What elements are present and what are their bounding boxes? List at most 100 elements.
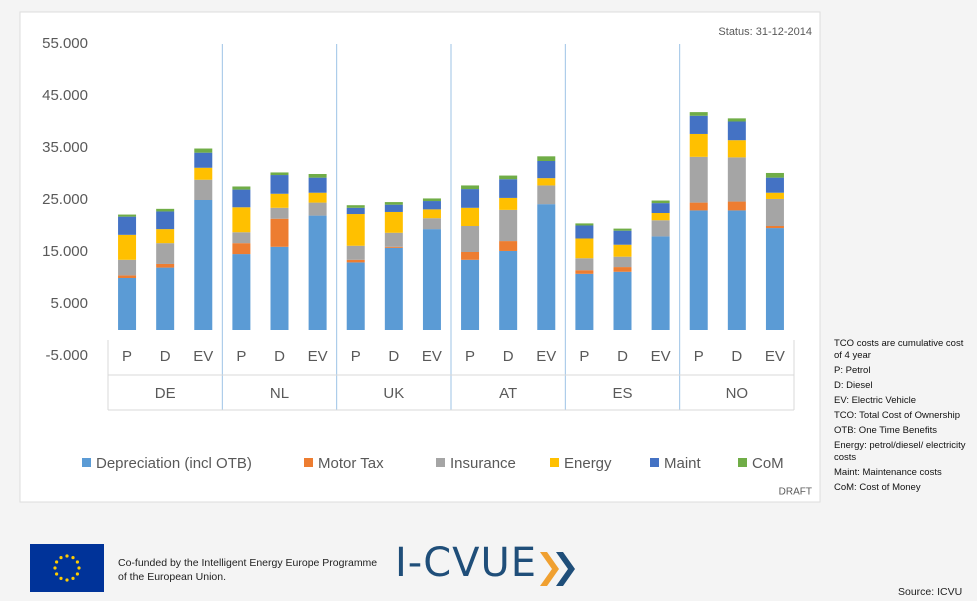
bar-segment [537,156,556,161]
bar-segment [232,254,251,330]
bar-segment [346,262,365,330]
source: Source: ICVU [898,586,963,598]
bar-segment [156,263,175,268]
bar-segment [156,229,175,244]
bar-segment [384,211,403,233]
bar-segment [575,258,594,271]
bar-segment [270,172,289,176]
bar-segment [727,118,746,122]
x-tick-label: P [236,348,246,365]
y-tick-label: 15.000 [42,243,88,260]
bar-segment [499,197,518,210]
bar-segment [118,278,137,330]
bar-segment [308,174,327,178]
bar-segment [727,121,746,141]
bar-segment [118,259,137,276]
legend-swatch [738,458,747,467]
bar-segment [156,267,175,330]
bar-segment [308,177,327,193]
bar-segment [689,112,708,116]
x-tick-label: P [465,348,475,365]
bar-segment [499,241,518,251]
chart-area [19,11,821,503]
bar-segment [194,179,213,200]
bar-segment [689,210,708,330]
y-tick-label: 35.000 [42,139,88,156]
bar-segment [727,157,746,202]
legend-swatch [82,458,91,467]
bar-segment [118,234,137,260]
bar-segment [613,271,632,330]
bar-segment [651,213,670,221]
x-tick-label: D [160,348,171,365]
bar-segment [651,200,670,204]
bar-segment [232,189,251,208]
bar-segment [384,202,403,205]
bar-segment [384,247,403,330]
note: CoM: Cost of Money [834,482,921,493]
bar-segment [270,218,289,247]
bar-segment [308,215,327,330]
bar-segment [156,208,175,212]
bar-segment [727,201,746,211]
bar-segment [689,115,708,134]
bar-segment [118,214,137,217]
bar-segment [232,186,251,190]
bar-segment [346,207,365,215]
eu-flag [30,544,104,592]
legend-swatch [650,458,659,467]
bar-segment [575,223,594,226]
bar-segment [765,226,784,229]
bar-segment [689,202,708,211]
bar-segment [118,275,137,278]
bar-segment [651,220,670,237]
x-tick-label: P [351,348,361,365]
x-tick-label: D [731,348,742,365]
legend-label: Motor Tax [318,455,384,472]
draft: DRAFT [779,487,812,498]
bar-segment [461,207,480,226]
bar-segment [651,236,670,330]
bar-segment [613,256,632,268]
bar-segment [422,209,441,219]
x-tick-label: EV [193,348,213,365]
legend-label: Maint [664,455,702,472]
x-tick-label: EV [422,348,442,365]
bar-segment [765,198,784,226]
note: D: Diesel [834,380,873,391]
x-tick-label: D [388,348,399,365]
bar-segment [422,201,441,210]
legend-swatch [304,458,313,467]
x-tick-label: EV [308,348,328,365]
x-tick-label: P [694,348,704,365]
note: Energy: petrol/diesel/ electricity costs [834,440,966,463]
note: P: Petrol [834,365,871,376]
x-tick-label: D [274,348,285,365]
group-label: DE [155,385,176,402]
eu-stars [53,554,81,582]
note: TCO: Total Cost of Ownership [834,410,961,421]
legend-label: Insurance [450,455,516,472]
bar-segment [727,140,746,158]
bar-segment [765,177,784,193]
bar-segment [422,229,441,330]
bar-segment [727,210,746,330]
bar-segment [346,214,365,246]
group-label: AT [499,385,517,402]
bar-segment [765,228,784,330]
bar-segment [194,200,213,330]
bar-segment [384,204,403,212]
x-tick-label: EV [765,348,785,365]
bar-segment [613,244,632,257]
bar-segment [194,148,213,153]
bar-segment [575,273,594,330]
bar-segment [461,185,480,190]
group-label: NL [270,385,289,402]
bar-segment [689,156,708,203]
legend-label: Depreciation (incl OTB) [96,455,252,472]
bar-segment [765,172,784,178]
logo-chevron [556,552,575,586]
bar-segment [575,270,594,274]
x-tick-label: EV [651,348,671,365]
